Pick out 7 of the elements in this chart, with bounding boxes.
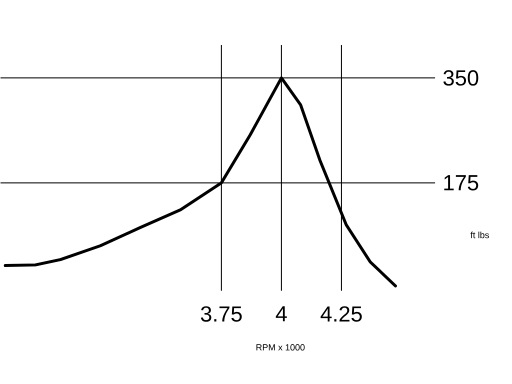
y-tick-label: 175 [444,175,478,191]
x-axis-title: RPM x 1000 [256,344,305,351]
x-tick-label: 4.25 [320,306,362,322]
x-tick-label: 4 [276,306,287,322]
x-tick-label: 3.75 [200,306,242,322]
y-axis-title: ft lbs [470,232,489,238]
y-tick-label: 350 [443,70,478,86]
